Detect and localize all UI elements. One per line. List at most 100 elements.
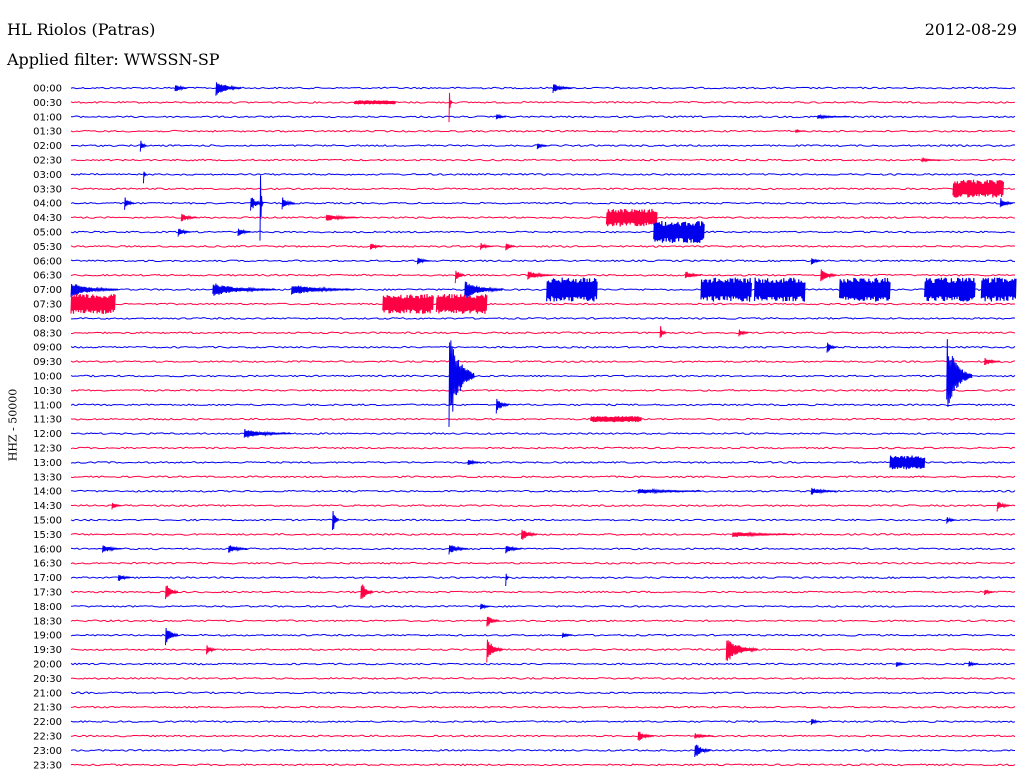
row-time-label: 12:00 <box>33 429 62 440</box>
row-time-label: 23:30 <box>33 760 62 771</box>
seismic-event-mark <box>996 501 1011 512</box>
seismic-event-mark <box>921 156 941 163</box>
row-time-label: 15:00 <box>33 516 62 527</box>
trace-line <box>70 547 1016 551</box>
filter-label: Applied filter: WWSSN-SP <box>7 50 220 69</box>
trace-line <box>70 662 1016 666</box>
seismic-event-mark <box>291 285 355 295</box>
trace-group <box>70 82 1017 767</box>
row-time-label: 18:30 <box>33 616 62 627</box>
seismic-event-mark <box>946 339 973 407</box>
seismic-event-mark <box>70 294 116 315</box>
trace-line <box>70 417 1016 421</box>
seismic-event-mark <box>968 660 979 667</box>
seismic-event-mark <box>895 661 907 667</box>
seismic-event-mark <box>174 84 188 92</box>
row-time-label: 20:30 <box>33 674 62 685</box>
seismic-event-mark <box>561 632 573 639</box>
seismic-event-mark <box>486 616 500 627</box>
seismic-event-mark <box>467 459 481 466</box>
seismic-event-mark <box>590 416 642 423</box>
seismic-event-mark <box>454 270 466 284</box>
trace-line <box>70 734 1016 738</box>
seismic-event-mark <box>820 269 837 282</box>
seismic-event-mark <box>480 603 491 610</box>
seismic-event-mark <box>552 84 573 93</box>
seismic-event-mark <box>259 175 264 241</box>
seismic-event-mark <box>486 639 504 663</box>
trace-line <box>70 461 1016 464</box>
row-time-label: 17:00 <box>33 573 62 584</box>
seismic-event-mark <box>984 358 1001 365</box>
trace-line <box>70 648 1016 651</box>
trace-line <box>70 561 1016 565</box>
record-date: 2012-08-29 <box>924 20 1017 39</box>
row-time-label: 09:30 <box>33 357 62 368</box>
row-time-label: 02:30 <box>33 156 62 167</box>
row-time-label: 01:00 <box>33 112 62 123</box>
trace-line <box>70 201 1016 205</box>
row-time-label: 09:00 <box>33 343 62 354</box>
trace-line <box>70 245 1016 248</box>
seismic-event-mark <box>536 143 547 150</box>
trace-line <box>70 504 1016 508</box>
row-time-label: 08:30 <box>33 328 62 339</box>
trace-line <box>70 475 1016 479</box>
seismic-event-mark <box>464 281 503 298</box>
trace-line <box>70 720 1016 724</box>
seismic-event-mark <box>605 208 658 227</box>
seismic-event-mark <box>281 197 296 210</box>
row-time-label: 13:00 <box>33 458 62 469</box>
seismic-event-mark <box>325 214 358 221</box>
row-time-label: 23:00 <box>33 746 62 757</box>
seismic-event-mark <box>353 100 397 105</box>
row-time-label: 20:00 <box>33 660 62 671</box>
seismic-event-mark <box>505 573 510 587</box>
seismic-event-mark <box>228 545 248 553</box>
trace-line <box>70 763 1016 767</box>
trace-line <box>70 432 1016 435</box>
seismic-event-mark <box>142 171 147 184</box>
row-time-label: 00:30 <box>33 98 62 109</box>
seismic-event-mark <box>826 342 837 353</box>
seismic-event-mark <box>180 213 198 222</box>
row-time-label: 22:00 <box>33 717 62 728</box>
seismic-event-mark <box>924 277 976 302</box>
row-time-label: 01:30 <box>33 127 62 138</box>
seismic-event-mark <box>331 510 340 531</box>
seismic-event-mark <box>70 284 119 297</box>
seismic-event-mark <box>637 487 702 495</box>
row-time-label: 10:30 <box>33 386 62 397</box>
seismic-event-mark <box>999 198 1014 208</box>
row-time-label: 11:30 <box>33 415 62 426</box>
seismic-event-mark <box>810 487 837 495</box>
trace-line <box>70 446 1016 450</box>
row-time-label: 19:00 <box>33 631 62 642</box>
trace-line <box>70 187 1016 191</box>
seismic-event-mark <box>738 329 749 337</box>
row-time-label: 19:30 <box>33 645 62 656</box>
seismic-event-mark <box>480 242 494 250</box>
seismic-event-mark <box>448 340 475 427</box>
row-time-label: 03:30 <box>33 184 62 195</box>
trace-line <box>70 216 1016 219</box>
seismic-event-mark <box>546 277 598 302</box>
row-time-label: 22:30 <box>33 732 62 743</box>
trace-line <box>71 317 1016 320</box>
seismic-event-mark <box>952 179 1004 198</box>
trace-line <box>70 705 1016 709</box>
trace-line <box>70 173 1016 176</box>
seismic-event-mark <box>117 574 132 581</box>
seismic-event-mark <box>810 718 821 726</box>
seismic-event-mark <box>694 744 711 758</box>
seismic-event-mark <box>243 429 292 438</box>
row-time-label: 18:00 <box>33 602 62 613</box>
trace-line <box>70 489 1016 493</box>
row-time-label: 11:00 <box>33 400 62 411</box>
trace-line <box>70 590 1016 594</box>
seismic-event-mark <box>448 545 469 555</box>
seismic-event-mark <box>102 545 122 553</box>
seismic-event-mark <box>694 733 714 739</box>
seismic-event-mark <box>111 502 122 510</box>
seismic-event-mark <box>725 640 759 661</box>
